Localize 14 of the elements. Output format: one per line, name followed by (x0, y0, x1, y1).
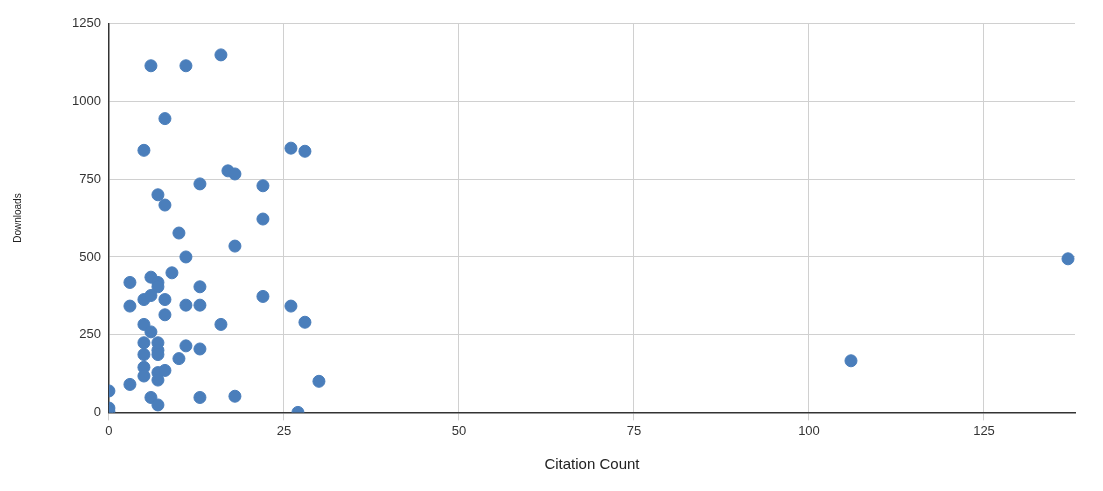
x-axis-title: Citation Count (544, 455, 641, 473)
x-tick-label: 0 (105, 422, 113, 438)
x-tick-label: 125 (973, 422, 995, 438)
y-tick-label: 1250 (72, 15, 101, 31)
y-tick-label: 250 (79, 326, 101, 342)
x-tick-label: 100 (798, 422, 820, 438)
x-tick-label: 25 (276, 422, 292, 438)
y-tick-label: 500 (79, 248, 101, 264)
y-tick-label: 1000 (72, 93, 101, 109)
y-axis-title: Downloads (11, 193, 23, 243)
y-tick-label: 0 (93, 403, 101, 419)
x-tick-label: 50 (451, 422, 467, 438)
x-tick-label: 75 (626, 422, 642, 438)
y-tick-label: 750 (79, 170, 101, 186)
